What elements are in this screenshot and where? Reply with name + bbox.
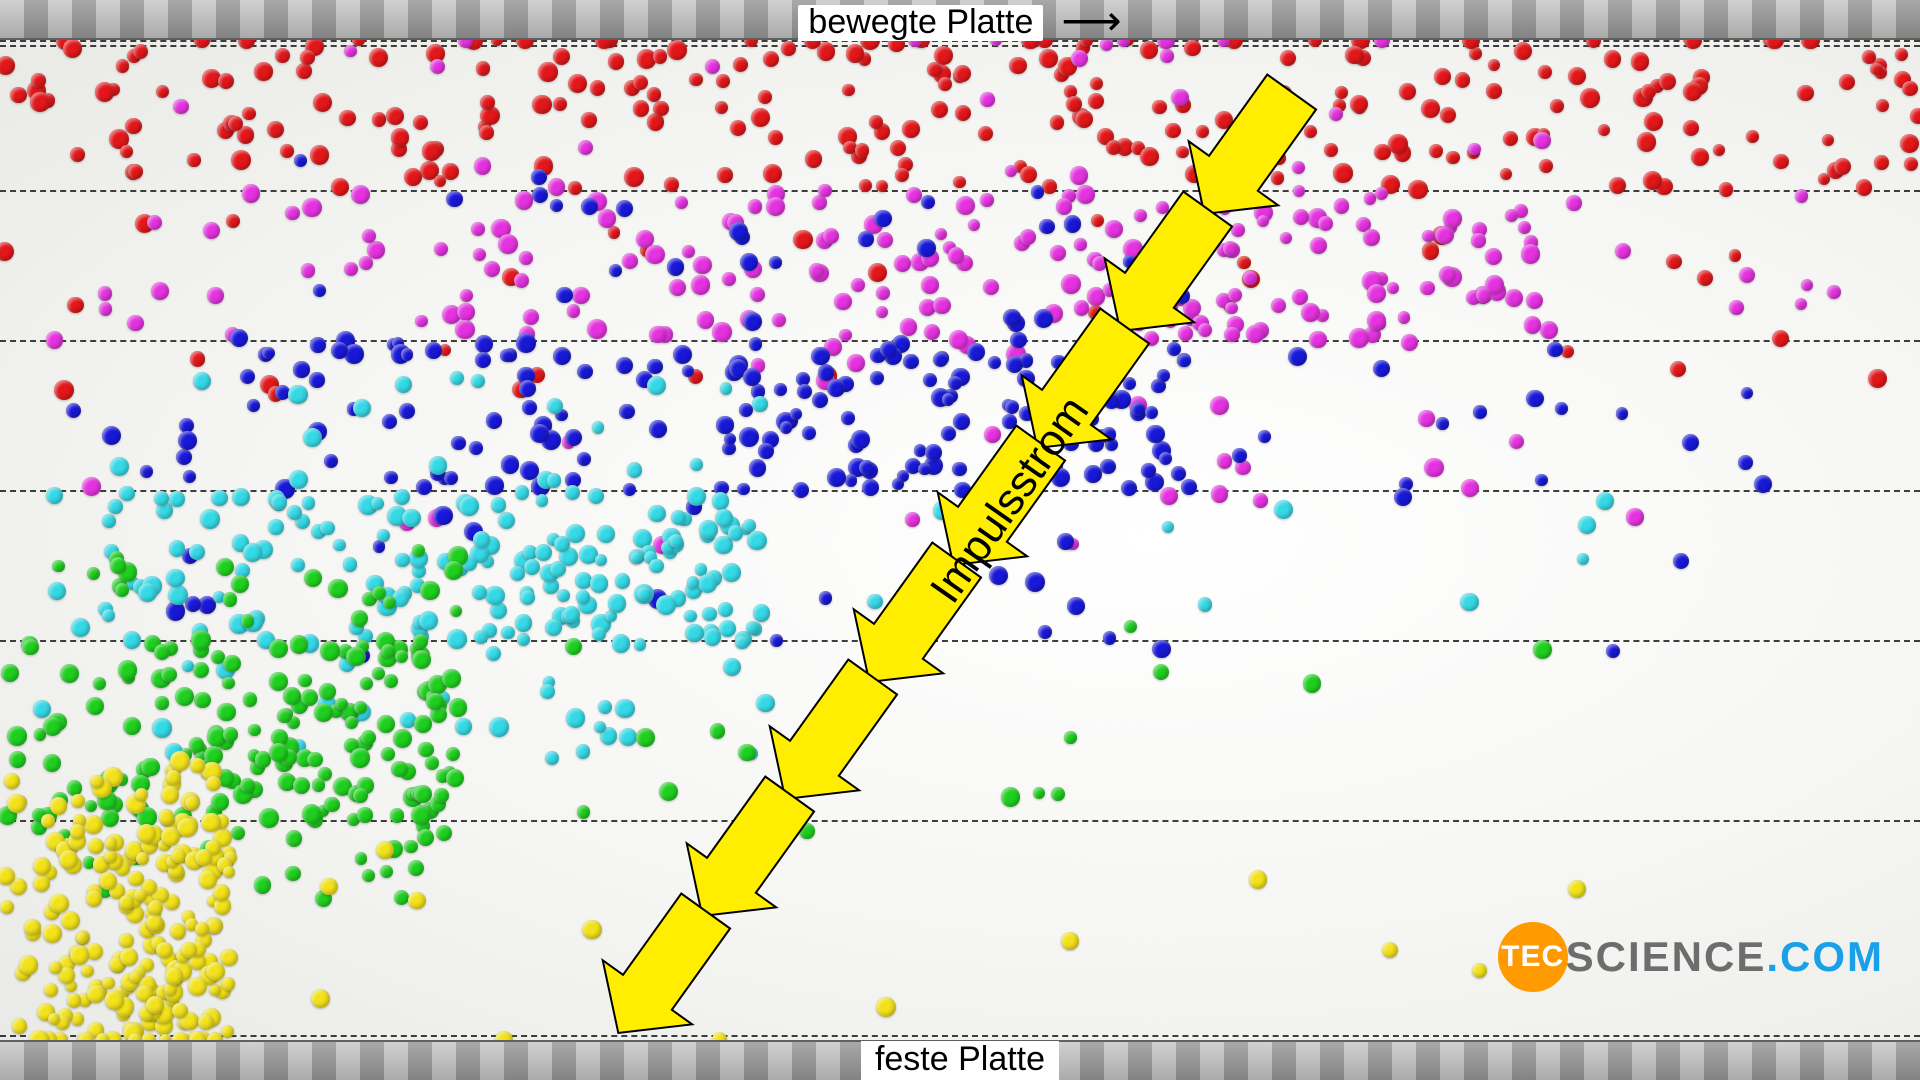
bottom-plate-label-wrap: feste Platte [0, 1041, 1920, 1080]
logo-text-science: -SCIENCE [1550, 933, 1767, 981]
bottom-plate-label: feste Platte [861, 1041, 1059, 1080]
logo-badge: TEC [1498, 922, 1568, 992]
top-plate-label-wrap: bewegte Platte ⟶ [0, 2, 1920, 44]
layer-lines-container [0, 40, 1920, 1040]
layer-divider [0, 190, 1920, 192]
layer-divider [0, 820, 1920, 822]
logo-text-com: .COM [1766, 933, 1884, 981]
top-plate-label: bewegte Platte [798, 5, 1043, 41]
layer-divider [0, 340, 1920, 342]
layer-divider [0, 1035, 1920, 1037]
motion-arrow-icon: ⟶ [1061, 0, 1121, 42]
layer-divider [0, 490, 1920, 492]
layer-divider [0, 640, 1920, 642]
tec-science-logo: TEC -SCIENCE .COM [1498, 922, 1884, 992]
layer-divider [0, 45, 1920, 47]
